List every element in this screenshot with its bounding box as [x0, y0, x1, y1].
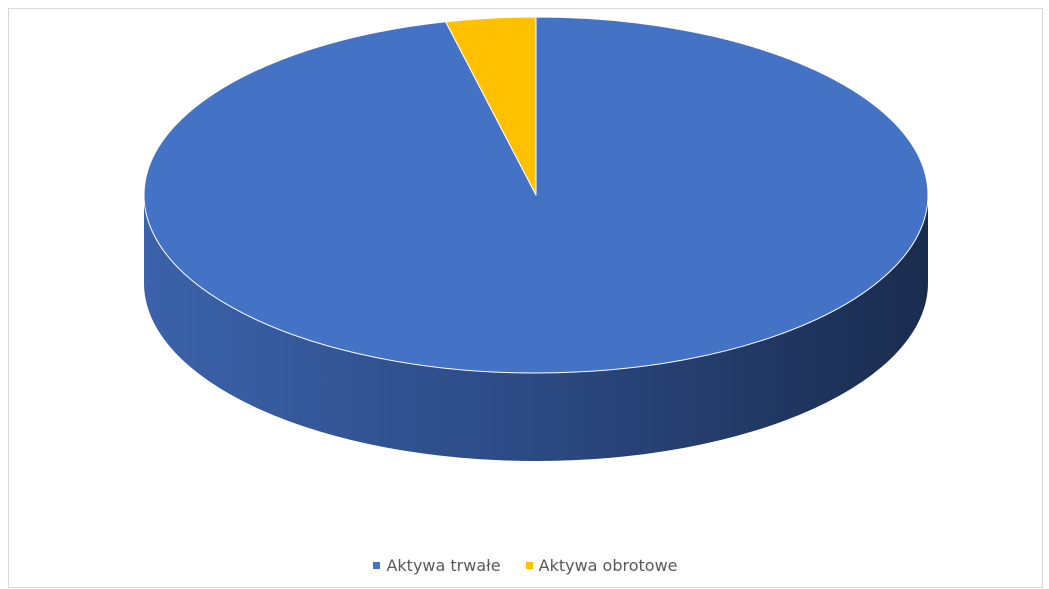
pie-chart [143, 16, 929, 461]
legend-label-aktywa-trwale: Aktywa trwałe [386, 556, 501, 575]
legend-swatch-aktywa-obrotowe [525, 562, 533, 569]
legend-swatch-aktywa-trwale [373, 562, 381, 569]
pie-slice-aktywa-obrotowe [445, 16, 537, 196]
chart-area: Aktywa trwałe Aktywa obrotowe [8, 8, 1043, 588]
pie-side-wall-aktywa-trwale [144, 195, 928, 461]
pie-side-walls [144, 195, 928, 461]
legend-item-aktywa-trwale: Aktywa trwałe [373, 556, 501, 575]
legend-label-aktywa-obrotowe: Aktywa obrotowe [538, 556, 678, 575]
pie-top-faces [143, 16, 929, 374]
legend-item-aktywa-obrotowe: Aktywa obrotowe [525, 556, 678, 575]
legend: Aktywa trwałe Aktywa obrotowe [9, 554, 1042, 575]
